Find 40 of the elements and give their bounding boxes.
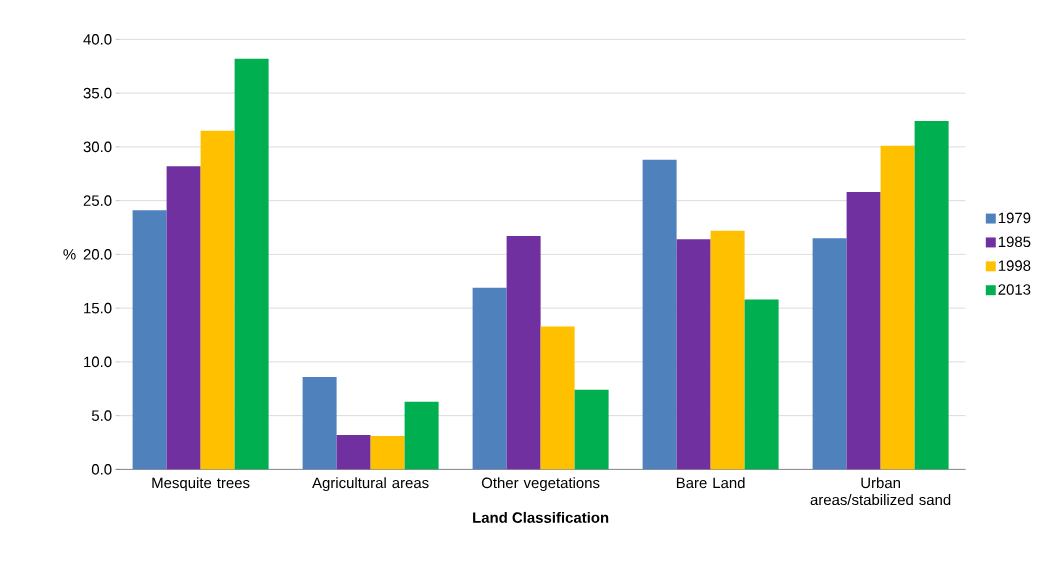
bar bbox=[710, 230, 745, 470]
y-axis-title: % bbox=[63, 249, 76, 260]
bar bbox=[914, 121, 949, 470]
y-tick-label: 35.0 bbox=[83, 87, 112, 99]
y-tick-label: 10.0 bbox=[84, 356, 112, 368]
y-tick-label: 15.0 bbox=[84, 302, 112, 314]
y-tick-label: 30.0 bbox=[83, 141, 112, 153]
bar bbox=[744, 299, 779, 470]
bar bbox=[132, 210, 167, 470]
legend-label: 2013 bbox=[998, 284, 1031, 295]
bar bbox=[506, 236, 541, 470]
x-axis-title: Land Classification bbox=[473, 511, 609, 523]
x-tick-label: Urban areas/stabilized sand bbox=[810, 477, 951, 506]
bar bbox=[472, 287, 507, 470]
bar bbox=[336, 434, 371, 470]
bar bbox=[812, 238, 847, 470]
x-tick-label: Mesquite trees bbox=[152, 477, 250, 492]
bar bbox=[302, 376, 337, 470]
x-tick-label: Other vegetations bbox=[481, 477, 600, 492]
legend-label: 1998 bbox=[998, 260, 1031, 271]
bar bbox=[234, 58, 269, 470]
x-tick-label: Agricultural areas bbox=[312, 477, 429, 492]
y-tick-label: 5.0 bbox=[91, 410, 112, 421]
y-tick-label: 40.0 bbox=[83, 34, 112, 45]
bar bbox=[200, 130, 235, 470]
y-tick-label: 20.0 bbox=[83, 249, 112, 260]
x-tick-label: Bare Land bbox=[676, 477, 745, 489]
legend-label: 1985 bbox=[998, 236, 1031, 248]
bar bbox=[166, 166, 201, 470]
legend-label: 1979 bbox=[998, 212, 1031, 224]
bar bbox=[370, 436, 405, 470]
bar bbox=[540, 326, 575, 470]
bar bbox=[846, 192, 881, 470]
y-tick-label: 0.0 bbox=[91, 464, 112, 475]
bar bbox=[642, 159, 677, 470]
bar bbox=[574, 389, 609, 470]
bar bbox=[676, 239, 711, 470]
bar bbox=[880, 145, 915, 470]
bar bbox=[404, 401, 439, 470]
y-tick-label: 25.0 bbox=[83, 195, 112, 206]
